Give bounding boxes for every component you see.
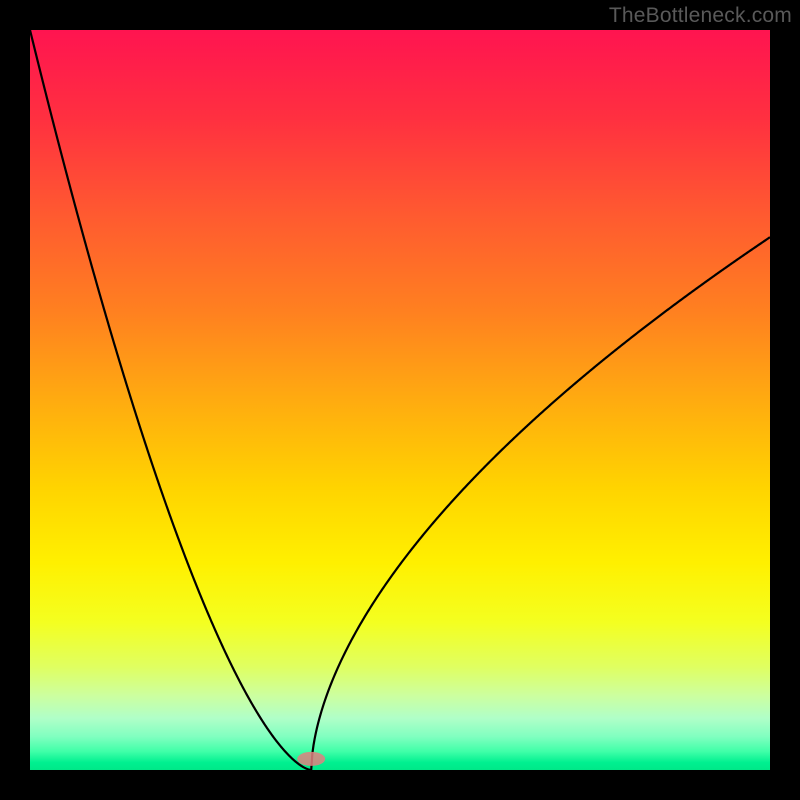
plot-area bbox=[30, 30, 770, 770]
attribution-label: TheBottleneck.com bbox=[609, 4, 792, 28]
bottleneck-chart bbox=[30, 30, 770, 770]
optimal-point-marker bbox=[297, 752, 325, 766]
gradient-background bbox=[30, 30, 770, 770]
